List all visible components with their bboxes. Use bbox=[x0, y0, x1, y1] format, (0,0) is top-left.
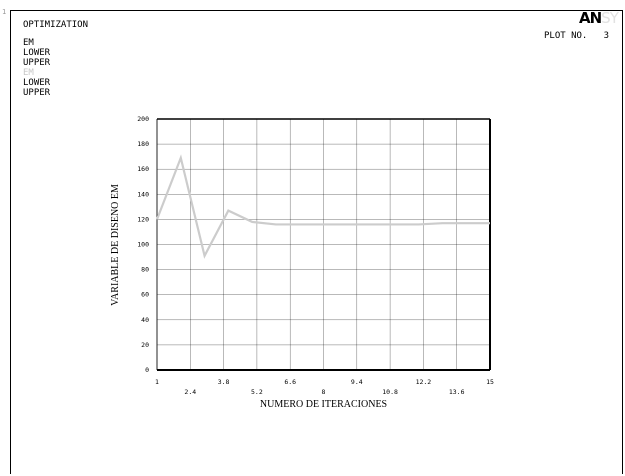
y-tick-label: 40 bbox=[141, 316, 149, 324]
logo-ghost: SY bbox=[601, 9, 619, 27]
y-tick-label: 200 bbox=[137, 115, 149, 123]
legend-item: LOWER bbox=[23, 78, 51, 88]
y-tick-label: 60 bbox=[141, 291, 149, 299]
x-tick-label: 13.6 bbox=[449, 388, 465, 396]
x-tick-label: 15 bbox=[486, 378, 494, 386]
y-tick-label: 20 bbox=[141, 341, 149, 349]
plot-frame bbox=[10, 10, 623, 474]
ansys-logo: ANSY bbox=[579, 9, 619, 27]
legend-item: EM bbox=[23, 68, 34, 78]
legend-item: UPPER bbox=[23, 88, 51, 98]
legend: EM LOWER UPPER EM LOWER UPPER bbox=[23, 38, 50, 98]
window-index: 1 bbox=[2, 8, 7, 16]
y-tick-label: 140 bbox=[137, 190, 149, 198]
y-tick-label: 100 bbox=[137, 241, 149, 249]
x-tick-label: 2.4 bbox=[184, 388, 196, 396]
legend-item: EM bbox=[23, 38, 34, 48]
y-tick-label: 80 bbox=[141, 266, 149, 274]
y-axis-label: VARIABLE DE DISENO EM bbox=[110, 184, 121, 306]
legend-item: LOWER bbox=[23, 48, 51, 58]
y-tick-label: 180 bbox=[137, 140, 149, 148]
x-tick-label: 12.2 bbox=[416, 378, 432, 386]
plot-title: OPTIMIZATION bbox=[23, 20, 89, 30]
series-line bbox=[155, 154, 490, 259]
y-tick-label: 160 bbox=[137, 165, 149, 173]
x-tick-label: 5.2 bbox=[251, 388, 263, 396]
x-tick-label: 9.4 bbox=[351, 378, 363, 386]
x-tick-label: 3.8 bbox=[218, 378, 230, 386]
logo-bold: AN bbox=[579, 9, 602, 27]
x-tick-label: 10.8 bbox=[382, 388, 398, 396]
x-tick-label: 6.6 bbox=[284, 378, 296, 386]
x-axis-label: NUMERO DE ITERACIONES bbox=[260, 399, 387, 410]
y-tick-label: 120 bbox=[137, 215, 149, 223]
y-tick-label: 0 bbox=[145, 366, 149, 374]
x-tick-label: 1 bbox=[155, 378, 159, 386]
plot-number: PLOT NO. 3 bbox=[544, 31, 610, 41]
legend-item: UPPER bbox=[23, 58, 51, 68]
x-tick-label: 8 bbox=[322, 388, 326, 396]
